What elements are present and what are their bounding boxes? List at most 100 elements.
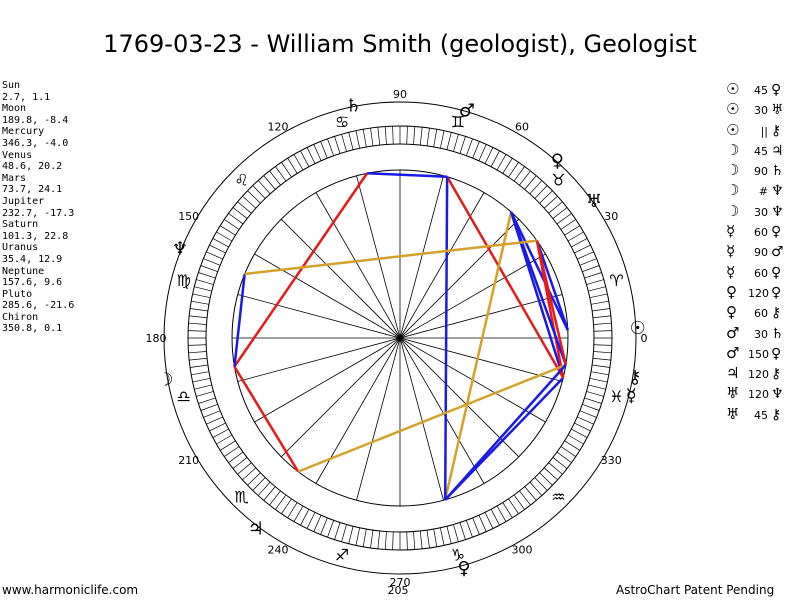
degree-tick [334,136,341,154]
degree-tick [191,371,210,376]
degree-tick [590,371,609,376]
degree-tick [508,498,519,514]
degree-tick [459,136,466,154]
planet-saturn-name: Saturn [2,219,39,231]
aspect-line [446,176,565,379]
extra-degree-label: 205 [388,584,409,597]
zodiac-signs: ♈ ♉ ♊ ♋ ♌ ♍ ♎ ♏ ♐ ♑ ♒ ♓ [176,113,623,565]
aspect-planet-1: ♀ [726,303,737,322]
degree-tick [196,279,214,285]
degree-tick [593,344,612,346]
degree-tick [224,446,240,457]
degree-tick [484,512,494,529]
zodiac-sign-glyph: ♑ [451,545,465,564]
degree-tick [534,477,548,491]
planet-neptune-name: Neptune [2,265,45,277]
degree-tick [560,219,576,230]
aspect-line [244,239,538,276]
degree-tick [584,397,602,404]
degree-tick [306,512,316,529]
degree-tick [392,531,394,550]
degree-tick [228,451,244,463]
degree-tick [220,440,236,451]
degree-tick [496,505,507,522]
degree-tick [189,357,208,361]
planet-mars-name: Mars [2,172,27,184]
planet-position-list: Sun 2.7, 1.1 Moon 189.8, -8.4 Mercury 34… [2,80,74,335]
degree-tick [355,130,361,149]
degree-tick [588,286,606,292]
aspect-planet-1: ♅ [726,404,740,423]
aspect-row: ☽ 45 ♃ [726,141,784,161]
aspect-planet-1: ☿ [726,242,736,261]
aspect-row: ☽ # ♆ [726,181,784,201]
aspect-line [233,172,369,368]
planet-pluto-name: Pluto [2,288,33,300]
degree-tick [370,530,374,548]
aspect-planet-2: ⚷ [771,305,782,322]
planet-glyph-mars: ♂ [459,101,475,122]
aspect-angle: # [758,185,768,199]
aspect-row: ☿ 60 ♀ [726,222,784,242]
degree-tick [593,322,612,325]
degree-tick [190,308,208,312]
planet-glyph-chiron: ⚷ [628,367,641,388]
degree-tick [564,440,580,451]
degree-tick [247,190,261,204]
degree-tick [300,509,310,526]
degree-tick [577,416,594,425]
degree-tick [190,364,208,368]
degree-tick [592,308,610,312]
planet-mercury-coords: 346.3, -4.0 [2,137,69,149]
degree-tick [203,258,221,266]
aspect-planet-2: ♅ [771,102,784,119]
aspect-planet-1: ♂ [726,343,740,362]
degree-tick [478,515,487,532]
aspect-row: ♅ 45 ⚷ [726,405,784,425]
aspect-angle: 30 [754,104,768,118]
degree-tick [377,127,381,146]
aspect-row: ♂ 30 ♄ [726,324,784,344]
degree-tick [524,175,537,190]
degree-tick [446,526,452,544]
aspect-angle: 120 [748,368,769,382]
degree-tick [228,213,244,225]
degree-tick [257,180,271,195]
degree-tick [466,520,473,538]
degree-tick [362,528,367,547]
degree-tick [484,147,494,164]
aspect-angle: 30 [754,327,768,341]
degree-tick [552,207,568,219]
degree-tick [348,132,354,150]
degree-tick [224,219,240,230]
degree-label-300: 300 [512,543,533,556]
aspect-row: ☿ 90 ♂ [726,242,784,262]
degree-tick [592,364,610,368]
degree-tick [560,446,576,457]
degree-tick [196,391,214,397]
aspect-planet-2: ♆ [771,386,784,403]
degree-tick [519,490,531,506]
degree-tick [275,494,287,510]
degree-tick [327,138,334,156]
degree-tick [237,462,252,475]
aspect-planet-2: ♂ [771,244,784,261]
degree-tick [439,130,445,149]
degree-tick [247,472,261,486]
degree-tick [237,201,252,214]
aspect-planet-2: ⚷ [771,366,782,383]
zodiac-sign-glyph: ♓ [609,387,623,406]
degree-tick [188,330,207,332]
planet-mercury-name: Mercury [2,126,45,138]
degree-tick [242,467,257,481]
planet-pluto-coords: 285.6, -21.6 [2,300,75,312]
aspect-planet-2: ♆ [771,183,784,200]
aspect-planet-2: ♆ [771,203,784,220]
aspect-angle: 90 [754,246,768,260]
degree-tick [508,162,519,178]
planet-glyph-uranus: ♅ [586,191,602,212]
degree-tick [433,528,438,547]
degree-tick [453,134,459,152]
degree-tick [293,505,304,522]
planet-glyph-pluto: ♀ [457,558,470,579]
